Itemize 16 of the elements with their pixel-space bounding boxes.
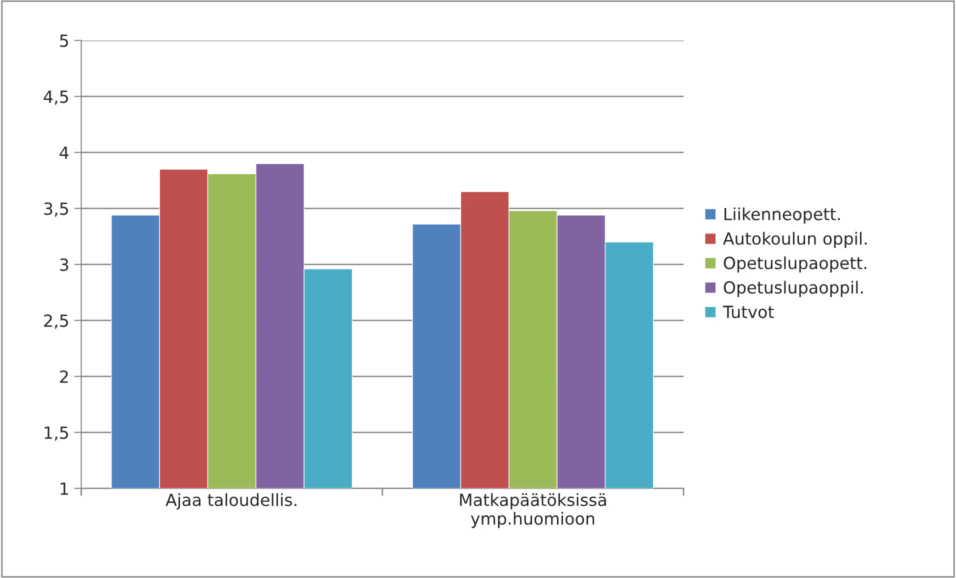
y-tick-label: 5 (60, 34, 68, 48)
y-tick-label: 3 (60, 258, 68, 272)
legend-label: Tutvot (722, 306, 774, 318)
y-tick-label: 4 (60, 146, 69, 159)
legend-label: Liikenneopett. (724, 207, 840, 224)
y-tick-label: 1,5 (44, 426, 68, 441)
x-tick-label: Matkapäätöksissä ymp.huomioon (460, 493, 606, 528)
y-tick-label: 4,5 (44, 90, 68, 105)
y-tick-label: 2,5 (44, 314, 68, 329)
y-tick-label: 1 (60, 482, 68, 495)
y-tick-label: 3,5 (44, 202, 68, 217)
y-tick-label: 2 (60, 370, 68, 383)
x-tick-label: Ajaa taloudellis. (166, 493, 296, 510)
legend-label: Autokoulun oppil. (723, 232, 867, 248)
legend-label: Opetuslupaopett. (724, 256, 866, 272)
legend-label: Opetuslupaoppil. (724, 280, 863, 297)
